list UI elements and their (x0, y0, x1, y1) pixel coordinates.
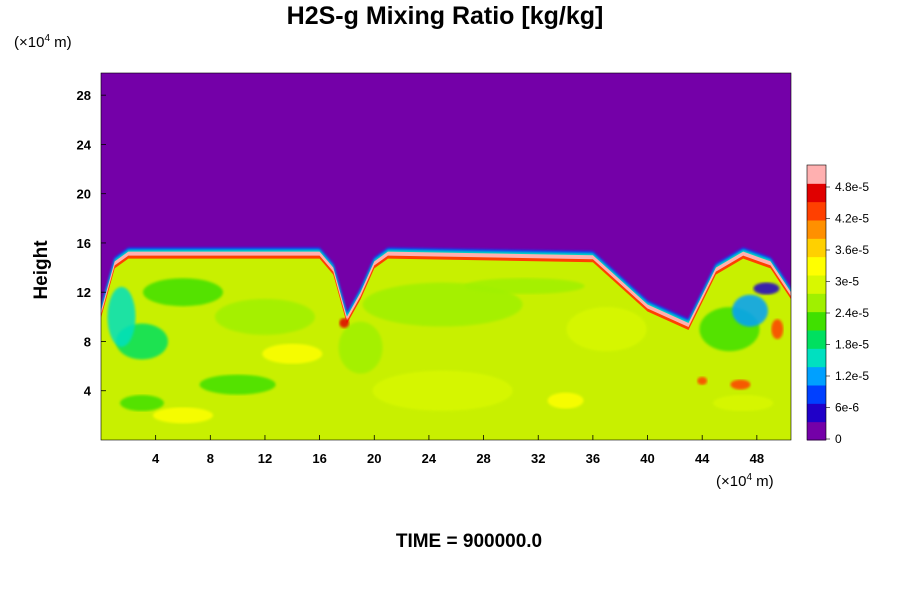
field-patch-17 (771, 319, 784, 340)
colorbar-label-6: 1.2e-5 (835, 369, 869, 383)
field-patch-3 (214, 298, 315, 335)
plot-area (101, 73, 791, 440)
x-tick-label-28: 28 (476, 451, 490, 466)
field-patch-7 (362, 282, 523, 327)
colorbar-label-3: 3e-5 (835, 275, 859, 289)
field-patch-2 (142, 278, 223, 307)
x-axis-ticks: 4 8 12 16 20 24 28 32 36 40 44 48 (152, 435, 764, 466)
x-tick-label-24: 24 (422, 451, 437, 466)
field-patch-19 (713, 395, 774, 412)
colorbar-swatch-5 (807, 330, 826, 349)
field-patch-1 (107, 286, 136, 347)
field-patch-21 (697, 376, 708, 385)
field-patch-9 (547, 392, 584, 409)
field-patch-13 (152, 407, 213, 424)
x-tick-label-12: 12 (258, 451, 272, 466)
x-tick-label-36: 36 (586, 451, 600, 466)
colorbar-swatch-3 (807, 366, 826, 386)
x-tick-label-16: 16 (312, 451, 326, 466)
field-patch-11 (566, 307, 647, 352)
colorbar-swatch-12 (807, 201, 826, 221)
colorbar-swatch-0 (807, 421, 826, 441)
colorbar-swatch-2 (807, 385, 826, 404)
field-patch-4 (199, 374, 276, 395)
colorbar-swatch-14 (807, 165, 826, 184)
colorbar-swatch-9 (807, 256, 826, 276)
x-tick-label-40: 40 (640, 451, 654, 466)
colorbar-label-4: 2.4e-5 (835, 306, 869, 320)
colorbar-label-2: 3.6e-5 (835, 243, 869, 257)
field-patch-8 (372, 370, 513, 411)
chart-title: H2S-g Mixing Ratio [kg/kg] (286, 2, 604, 30)
field-patch-15 (732, 294, 769, 327)
field-patch-10 (464, 278, 585, 295)
field-patch-20 (339, 318, 350, 329)
colorbar-label-8: 0 (835, 432, 842, 446)
colorbar-swatch-10 (807, 238, 826, 258)
x-tick-label-4: 4 (152, 451, 160, 466)
colorbar-frame (806, 164, 827, 441)
colorbar-label-0: 4.8e-5 (835, 180, 869, 194)
field-patch-12 (338, 321, 383, 374)
colorbar-swatch-6 (807, 311, 826, 331)
x-tick-label-48: 48 (750, 451, 764, 466)
y-tick-label-16: 16 (77, 236, 91, 251)
y-tick-label-4: 4 (84, 384, 92, 399)
colorbar-swatch-7 (807, 293, 826, 313)
y-tick-label-12: 12 (77, 285, 91, 300)
field-patch-5 (119, 395, 164, 412)
colorbar-swatch-11 (807, 220, 826, 239)
y-tick-label-24: 24 (77, 137, 92, 152)
y-tick-label-8: 8 (84, 334, 91, 349)
field-patch-6 (262, 343, 323, 364)
colorbar-label-7: 6e-6 (835, 401, 859, 415)
colorbar-swatch-1 (807, 403, 826, 423)
colorbar-label-5: 1.8e-5 (835, 338, 869, 352)
colorbar-swatch-4 (807, 348, 826, 368)
colorbar-swatch-8 (807, 275, 826, 294)
time-label: TIME = 900000.0 (395, 531, 543, 552)
x-tick-label-32: 32 (531, 451, 545, 466)
y-axis-unit: (×104 m) (14, 33, 72, 51)
field-patch-16 (753, 282, 780, 295)
colorbar: 4.8e-5 4.2e-5 3.6e-5 3e-5 2.4e-5 1.8e-5 1.2e-5… (806, 164, 869, 446)
field-patch-18 (730, 379, 751, 390)
y-tick-label-28: 28 (77, 88, 91, 103)
x-axis-unit: (×104 m) (716, 472, 774, 490)
y-tick-label-20: 20 (77, 187, 91, 202)
colorbar-swatch-13 (807, 183, 826, 203)
plot-frame (100, 72, 792, 441)
x-tick-label-44: 44 (695, 451, 710, 466)
x-tick-label-20: 20 (367, 451, 381, 466)
x-tick-label-8: 8 (207, 451, 214, 466)
colorbar-label-1: 4.2e-5 (835, 212, 869, 226)
y-axis-ticks: 4 8 12 16 20 24 28 (77, 88, 106, 399)
